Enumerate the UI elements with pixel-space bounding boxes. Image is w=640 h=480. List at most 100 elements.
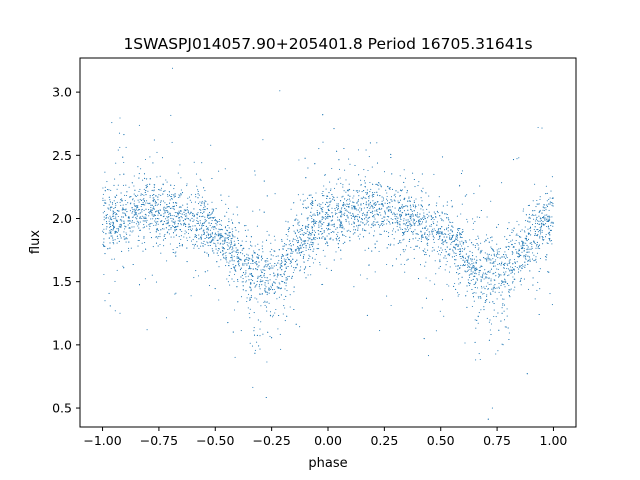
data-point xyxy=(203,207,205,209)
data-point xyxy=(353,206,356,208)
data-point xyxy=(259,335,261,337)
data-point xyxy=(303,268,305,270)
data-point xyxy=(445,213,447,215)
data-point xyxy=(108,196,110,198)
data-point xyxy=(451,241,453,244)
data-point xyxy=(311,233,313,235)
data-point xyxy=(420,238,423,240)
data-point xyxy=(135,223,137,225)
data-point xyxy=(470,257,472,260)
data-point xyxy=(197,203,200,205)
data-point xyxy=(314,214,316,216)
data-point xyxy=(545,219,547,221)
data-point xyxy=(306,207,308,209)
data-point xyxy=(270,287,272,289)
data-point xyxy=(157,196,159,198)
data-point xyxy=(197,212,199,214)
data-point xyxy=(210,233,212,235)
data-point xyxy=(244,229,246,231)
data-point xyxy=(369,206,371,208)
data-point xyxy=(425,277,427,279)
data-point xyxy=(175,202,177,204)
data-point xyxy=(307,260,309,262)
data-point xyxy=(452,249,454,251)
data-point xyxy=(122,208,124,210)
data-point xyxy=(105,228,107,230)
data-point xyxy=(408,240,410,242)
data-point xyxy=(439,235,441,237)
data-point xyxy=(550,240,553,242)
data-point xyxy=(521,240,523,242)
data-point xyxy=(156,210,158,212)
data-point xyxy=(433,173,435,175)
data-point xyxy=(525,239,527,241)
data-point xyxy=(103,204,105,207)
data-point xyxy=(529,228,531,230)
data-point xyxy=(250,262,252,265)
data-point xyxy=(207,203,209,205)
data-point xyxy=(234,269,236,271)
data-point xyxy=(449,253,451,255)
data-point xyxy=(362,196,364,198)
data-point xyxy=(353,286,355,288)
data-point xyxy=(413,219,415,221)
data-point xyxy=(231,228,233,230)
data-point xyxy=(537,231,539,233)
data-point xyxy=(272,314,274,316)
data-point xyxy=(176,202,178,204)
data-point xyxy=(200,212,202,214)
data-point xyxy=(481,287,483,289)
data-point xyxy=(116,228,118,230)
data-point xyxy=(146,200,148,202)
data-point xyxy=(386,247,388,249)
data-point xyxy=(253,330,255,332)
data-point xyxy=(448,224,450,226)
data-point xyxy=(302,207,305,209)
data-point xyxy=(446,204,448,206)
data-point xyxy=(153,208,155,210)
data-point xyxy=(407,258,409,260)
data-point xyxy=(529,230,532,232)
data-point xyxy=(332,230,334,233)
data-point xyxy=(528,213,530,215)
data-point xyxy=(422,227,424,229)
data-point xyxy=(448,237,451,239)
data-point xyxy=(145,248,147,250)
data-point xyxy=(258,265,260,267)
data-point xyxy=(493,309,495,311)
data-point xyxy=(405,219,407,221)
data-point xyxy=(290,248,293,250)
data-point xyxy=(525,255,527,257)
data-point xyxy=(298,159,300,161)
data-point xyxy=(279,288,282,290)
data-point xyxy=(421,221,424,223)
data-point xyxy=(343,147,345,150)
data-point xyxy=(493,255,495,257)
data-point xyxy=(217,254,219,257)
data-point xyxy=(243,255,246,257)
data-point xyxy=(125,214,127,216)
data-point xyxy=(547,216,549,218)
data-point xyxy=(210,217,212,219)
data-point xyxy=(447,227,450,229)
data-point xyxy=(469,282,471,284)
data-point xyxy=(528,221,530,223)
data-point xyxy=(264,288,266,290)
data-point xyxy=(528,232,531,234)
data-point xyxy=(127,247,130,249)
data-point xyxy=(374,191,376,194)
data-point xyxy=(510,272,512,274)
data-point xyxy=(425,236,427,238)
data-point xyxy=(539,237,541,239)
data-point xyxy=(359,233,361,235)
data-point xyxy=(156,204,158,206)
data-point xyxy=(137,166,139,168)
data-point xyxy=(344,169,346,171)
data-point xyxy=(527,204,529,207)
data-point xyxy=(421,200,423,202)
data-point xyxy=(197,190,199,192)
data-point xyxy=(536,234,538,236)
data-point xyxy=(152,207,154,209)
data-point xyxy=(165,223,167,225)
data-point xyxy=(297,237,299,239)
